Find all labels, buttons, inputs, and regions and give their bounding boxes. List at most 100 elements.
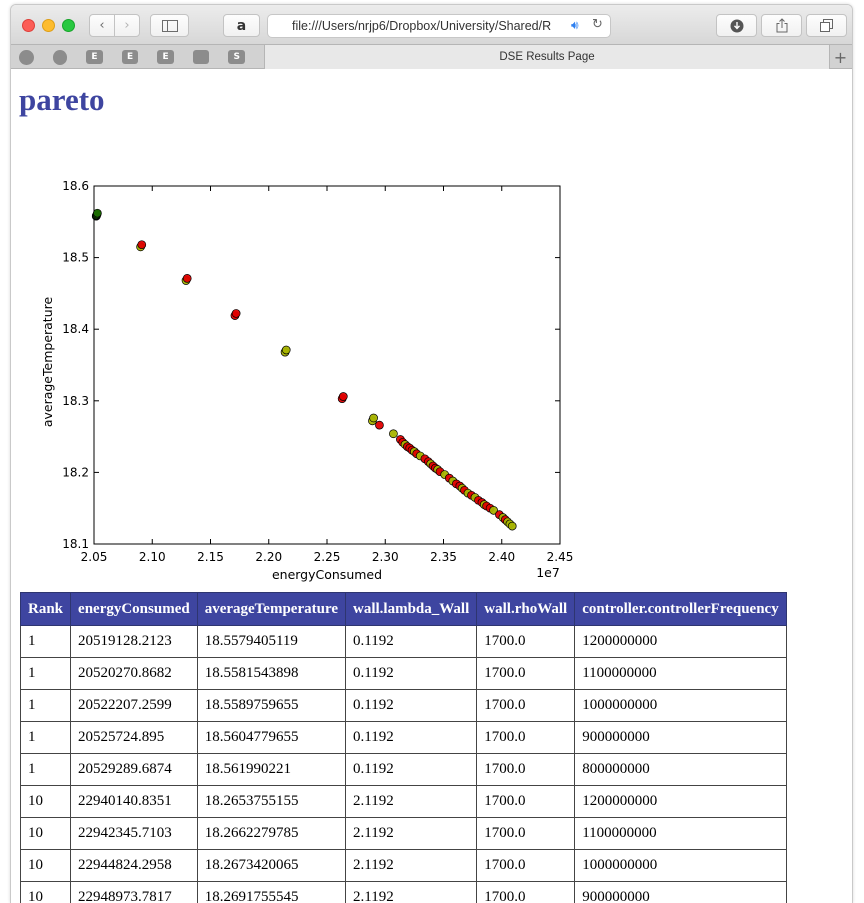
table-cell: 900000000: [574, 881, 787, 903]
table-row: 10 22944824.2958 18.2673420065 2.1192 1700.0…: [19, 849, 787, 882]
table-cell: 1700.0: [476, 849, 576, 882]
bookmark-s-icon[interactable]: S: [228, 50, 246, 64]
y-tick-label: 18.6: [62, 179, 89, 193]
zoom-window-button[interactable]: [62, 19, 75, 32]
x-tick-label: 2.45: [547, 550, 574, 564]
column-header: wall.rhoWall: [476, 592, 576, 626]
data-point: [389, 429, 398, 439]
share-button[interactable]: [761, 14, 802, 37]
x-tick-label: 2.20: [255, 550, 282, 564]
reload-icon[interactable]: ↻: [592, 17, 603, 32]
table-cell: 1700.0: [476, 785, 576, 818]
table-cell: 18.2673420065: [196, 849, 347, 882]
tabs-overview-icon: [820, 19, 833, 32]
table-cell: 1700.0: [476, 625, 576, 658]
plus-icon: +: [833, 47, 848, 67]
bookmark-e-icon[interactable]: E: [86, 50, 103, 64]
table-cell: 18.2653755155: [196, 785, 347, 818]
table-cell: 1000000000: [574, 849, 787, 882]
bookmark-quote-icon[interactable]: [52, 49, 68, 65]
table-cell: 1100000000: [574, 657, 787, 690]
data-point: [182, 274, 192, 283]
x-tick-label: 2.40: [488, 550, 515, 564]
bookmark-e-icon[interactable]: E: [157, 50, 174, 64]
x-axis-label: energyConsumed: [272, 567, 382, 582]
table-cell: 900000000: [574, 721, 787, 754]
table-cell: 2.1192: [344, 849, 478, 882]
address-bar[interactable]: file:///Users/nrjp6/Dropbox/University/S…: [267, 14, 611, 38]
page-content: pareto averageTemperature energyConsumed…: [11, 69, 852, 903]
table-row: 1 20520270.8682 18.5581543898 0.1192 1700.0 1…: [19, 657, 787, 690]
table-cell: 1700.0: [476, 753, 576, 786]
table-cell: 18.5579405119: [196, 625, 347, 658]
table-cell: 22944824.2958: [70, 849, 198, 882]
table-cell: 22948973.7817: [70, 881, 198, 903]
table-cell: 1700.0: [476, 689, 576, 722]
table-cell: 18.5604779655: [196, 721, 347, 754]
table-cell: 1700.0: [476, 721, 576, 754]
new-tab-button[interactable]: +: [829, 45, 852, 69]
table-body: 1 20519128.2123 18.5579405119 0.1192 1700.0 1…: [19, 625, 787, 903]
back-button[interactable]: ‹: [89, 14, 115, 37]
bookmark-youtube-icon[interactable]: [192, 50, 210, 64]
table-cell: 20522207.2599: [70, 689, 198, 722]
data-point: [231, 309, 241, 318]
table-cell: 1: [19, 625, 72, 658]
table-row: 1 20525724.895 18.5604779655 0.1192 1700.0 90…: [19, 721, 787, 754]
y-tick-label: 18.4: [62, 322, 89, 336]
table-cell: 20520270.8682: [70, 657, 198, 690]
table-row: 10 22942345.7103 18.2662279785 2.1192 1700.0…: [19, 817, 787, 850]
table-cell: 1: [19, 721, 72, 754]
table-cell: 0.1192: [344, 625, 478, 658]
show-tabs-button[interactable]: [806, 14, 847, 37]
data-point: [507, 521, 517, 531]
table-row: 1 20529289.6874 18.561990221 0.1192 1700.0 80…: [19, 753, 787, 786]
table-cell: 0.1192: [344, 721, 478, 754]
table-cell: 10: [19, 785, 72, 818]
x-tick-label: 2.25: [314, 550, 341, 564]
x-tick-label: 2.15: [197, 550, 224, 564]
title-bar: ‹ › a file:///Users/nrjp6/Dropbox/Univer…: [11, 5, 852, 45]
url-text: file:///Users/nrjp6/Dropbox/University/S…: [292, 19, 552, 33]
x-axis-multiplier: 1e7: [536, 565, 560, 580]
table-cell: 1700.0: [476, 817, 576, 850]
chevron-right-icon: ›: [124, 18, 130, 33]
table-cell: 10: [19, 881, 72, 903]
table-cell: 22940140.8351: [70, 785, 198, 818]
table-cell: 1200000000: [574, 625, 787, 658]
table-cell: 1700.0: [476, 657, 576, 690]
table-cell: 1000000000: [574, 689, 787, 722]
tab-dse-results[interactable]: DSE Results Page: [264, 45, 830, 69]
table-cell: 22942345.7103: [70, 817, 198, 850]
amazon-icon: a: [236, 17, 247, 34]
bookmark-puzzle-icon[interactable]: [19, 49, 34, 65]
sidebar-icon: [161, 19, 178, 32]
close-window-button[interactable]: [22, 19, 35, 32]
table-header-row: Rank energyConsumed averageTemperature wall…: [19, 592, 787, 626]
y-tick-label: 18.5: [62, 251, 89, 265]
amazon-favorite-button[interactable]: a: [223, 14, 260, 37]
table-cell: 18.2662279785: [196, 817, 347, 850]
column-header: energyConsumed: [70, 592, 198, 626]
sidebar-toggle-button[interactable]: [150, 14, 189, 37]
forward-button[interactable]: ›: [114, 14, 140, 37]
bookmark-e-icon[interactable]: E: [121, 50, 139, 64]
speaker-icon[interactable]: 🔊︎: [571, 18, 579, 32]
y-tick-label: 18.1: [62, 537, 89, 551]
data-point: [375, 420, 384, 430]
table-cell: 18.561990221: [196, 753, 347, 786]
page-title: pareto: [19, 82, 105, 117]
y-tick-label: 18.2: [62, 465, 89, 479]
table-row: 10 22948973.7817 18.2691755545 2.1192 1700.0…: [19, 881, 787, 903]
table-cell: 2.1192: [344, 881, 478, 903]
table-cell: 18.5581543898: [196, 657, 347, 690]
data-point: [93, 208, 102, 218]
downloads-button[interactable]: [716, 14, 757, 37]
table-cell: 10: [19, 849, 72, 882]
plot-area: [93, 185, 561, 545]
x-tick-label: 2.05: [81, 550, 108, 564]
table-row: 1 20522207.2599 18.5589759655 0.1192 1700.0 1…: [19, 689, 787, 722]
download-icon: [730, 19, 743, 32]
minimize-window-button[interactable]: [42, 19, 55, 32]
x-tick-label: 2.30: [372, 550, 399, 564]
